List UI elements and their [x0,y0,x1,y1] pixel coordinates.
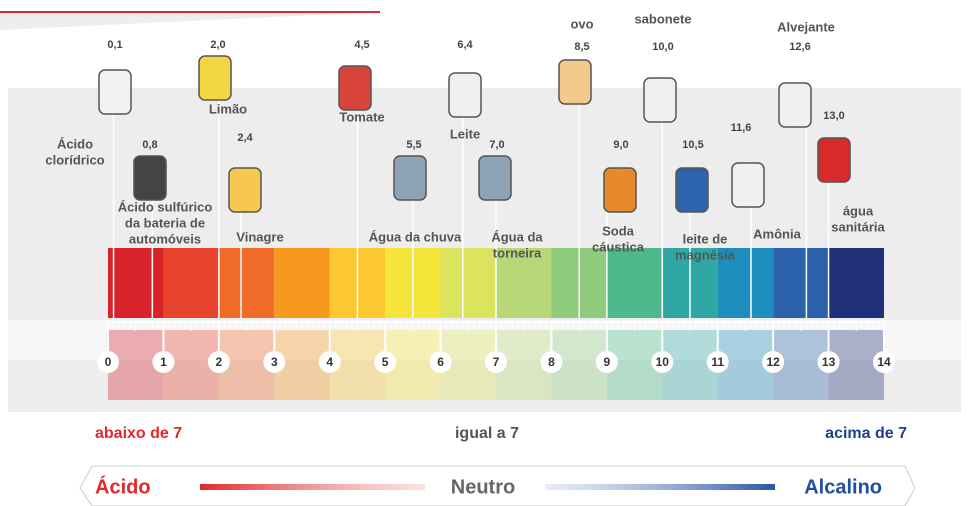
tick-label: 3 [271,355,278,369]
ph-label: 2,0 [210,39,225,51]
icon [644,78,676,122]
icon [676,168,708,212]
ph-label: 13,0 [823,110,844,122]
item-name: clorídrico [45,152,104,167]
item-name: sabonete [634,11,691,26]
scale-segment [829,248,884,318]
item-name: magnésia [675,247,736,262]
scale-segment [607,248,662,318]
item-name: da bateria de [125,215,205,230]
tick-label: 13 [822,355,836,369]
icon [394,156,426,200]
ph-label: 12,6 [789,41,810,53]
acid-gradient [200,484,425,490]
icon [559,60,591,104]
ph-label: 10,5 [682,139,703,151]
item-name: Ácido [57,136,93,151]
zone-below: abaixo de 7 [95,425,182,442]
item-name: Tomate [339,109,384,124]
scale-segment [108,248,163,318]
tick-label: 12 [766,355,780,369]
footer-neutral: Neutro [451,476,515,498]
item-name: água [843,203,874,218]
ph-label: 4,5 [354,39,369,51]
ph-label: 6,4 [457,39,473,51]
tick-label: 10 [656,355,670,369]
item-name: automóveis [129,231,201,246]
tick-label: 11 [711,355,724,369]
icon [99,70,131,114]
tick-label: 8 [548,355,555,369]
ph-label: 11,6 [731,122,752,134]
tick-label: 1 [160,355,167,369]
tick-label: 4 [326,355,333,369]
item-name: leite de [683,231,728,246]
item-name: ovo [570,16,593,31]
ph-label: 9,0 [613,139,628,151]
ph-label: 8,5 [574,41,589,53]
tick-label: 9 [604,355,611,369]
tick-label: 2 [216,355,223,369]
zone-equal: igual a 7 [455,425,519,442]
footer-acid: Ácido [95,475,151,498]
item-name: sanitária [831,219,885,234]
icon [779,83,811,127]
tick-label: 7 [493,355,500,369]
item-name: Soda [602,223,635,238]
item-name: cáustica [592,239,645,254]
icon [199,56,231,100]
item-name: Alvejante [777,19,835,34]
tick-label: 0 [105,355,112,369]
item-name: Água da chuva [369,229,462,244]
page: 01234567891011121314 0,1Ácidoclorídrico0… [0,0,969,506]
ph-infographic: 01234567891011121314 0,1Ácidoclorídrico0… [0,0,969,506]
scale-segment [773,248,828,318]
tick-label: 5 [382,355,389,369]
ph-label: 0,1 [107,39,122,51]
ph-label: 7,0 [489,139,504,151]
item-name: Limão [209,101,247,116]
ph-label: 5,5 [406,139,421,151]
icon [818,138,850,182]
icon [339,66,371,110]
icon [449,73,481,117]
alkaline-gradient [545,484,775,490]
item-name: Leite [450,126,480,141]
item-name: Amônia [753,226,801,241]
footer-alkaline: Alcalino [804,476,882,498]
icon [229,168,261,212]
tick-label: 14 [877,355,891,369]
item-name: Vinagre [236,229,283,244]
icon [479,156,511,200]
ph-label: 0,8 [142,139,157,151]
icon [604,168,636,212]
icon [134,156,166,200]
scale-segment [219,248,274,318]
item-name: torneira [493,245,542,260]
scale-segment [274,248,329,318]
ph-label: 2,4 [237,132,253,144]
item-name: Ácido sulfúrico [118,199,213,214]
tick-label: 6 [437,355,444,369]
zone-above: acima de 7 [825,425,907,442]
scale-segment [163,248,218,318]
scale-segment [441,248,496,318]
item-name: Água da [491,229,543,244]
icon [732,163,764,207]
ph-label: 10,0 [652,41,673,53]
